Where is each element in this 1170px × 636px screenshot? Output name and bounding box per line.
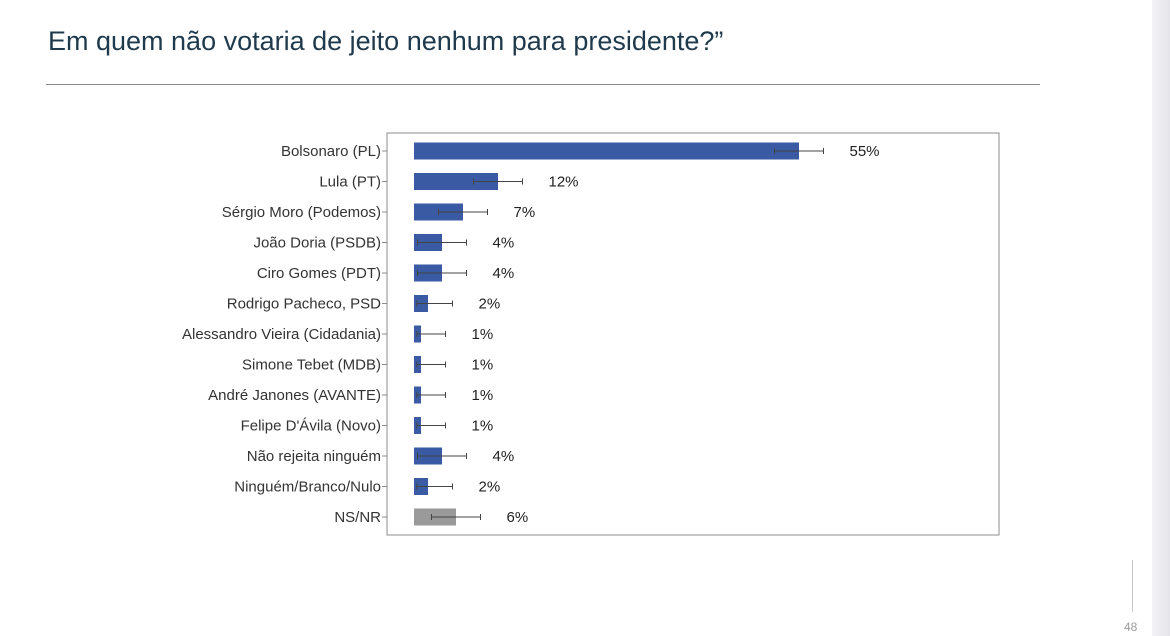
- data-label: 1%: [472, 418, 494, 435]
- category-label: Felipe D'Ávila (Novo): [241, 418, 381, 435]
- data-label: 1%: [472, 326, 494, 343]
- data-label: 55%: [850, 143, 880, 160]
- data-label: 6%: [507, 509, 529, 526]
- category-label: Alessandro Vieira (Cidadania): [182, 326, 381, 343]
- data-label: 4%: [493, 265, 515, 282]
- category-label: Sérgio Moro (Podemos): [222, 204, 381, 221]
- category-label: Ciro Gomes (PDT): [257, 265, 381, 282]
- category-label: Não rejeita ninguém: [247, 448, 381, 465]
- data-label: 12%: [549, 174, 579, 191]
- category-label: Simone Tebet (MDB): [242, 357, 381, 374]
- slide-title: Em quem não votaria de jeito nenhum para…: [48, 26, 724, 56]
- category-label: Rodrigo Pacheco, PSD: [227, 296, 381, 313]
- data-label: 7%: [514, 204, 536, 221]
- plot-frame: [386, 132, 1000, 536]
- data-label: 1%: [472, 357, 494, 374]
- category-label: Bolsonaro (PL): [281, 143, 381, 160]
- data-label: 1%: [472, 387, 494, 404]
- category-label: Lula (PT): [319, 174, 381, 191]
- page-edge-shadow: [1152, 0, 1170, 636]
- category-label: João Doria (PSDB): [253, 235, 381, 252]
- data-label: 2%: [479, 479, 501, 496]
- category-label: NS/NR: [334, 509, 381, 526]
- bar: [414, 173, 498, 190]
- category-label: Ninguém/Branco/Nulo: [234, 479, 381, 496]
- title-divider: [46, 84, 1040, 85]
- data-label: 4%: [493, 448, 515, 465]
- page-number-divider: [1132, 560, 1133, 612]
- bar: [414, 142, 799, 160]
- category-label: André Janones (AVANTE): [208, 387, 381, 404]
- data-label: 2%: [479, 296, 501, 313]
- page-number: 48: [1124, 620, 1138, 634]
- data-label: 4%: [493, 235, 515, 252]
